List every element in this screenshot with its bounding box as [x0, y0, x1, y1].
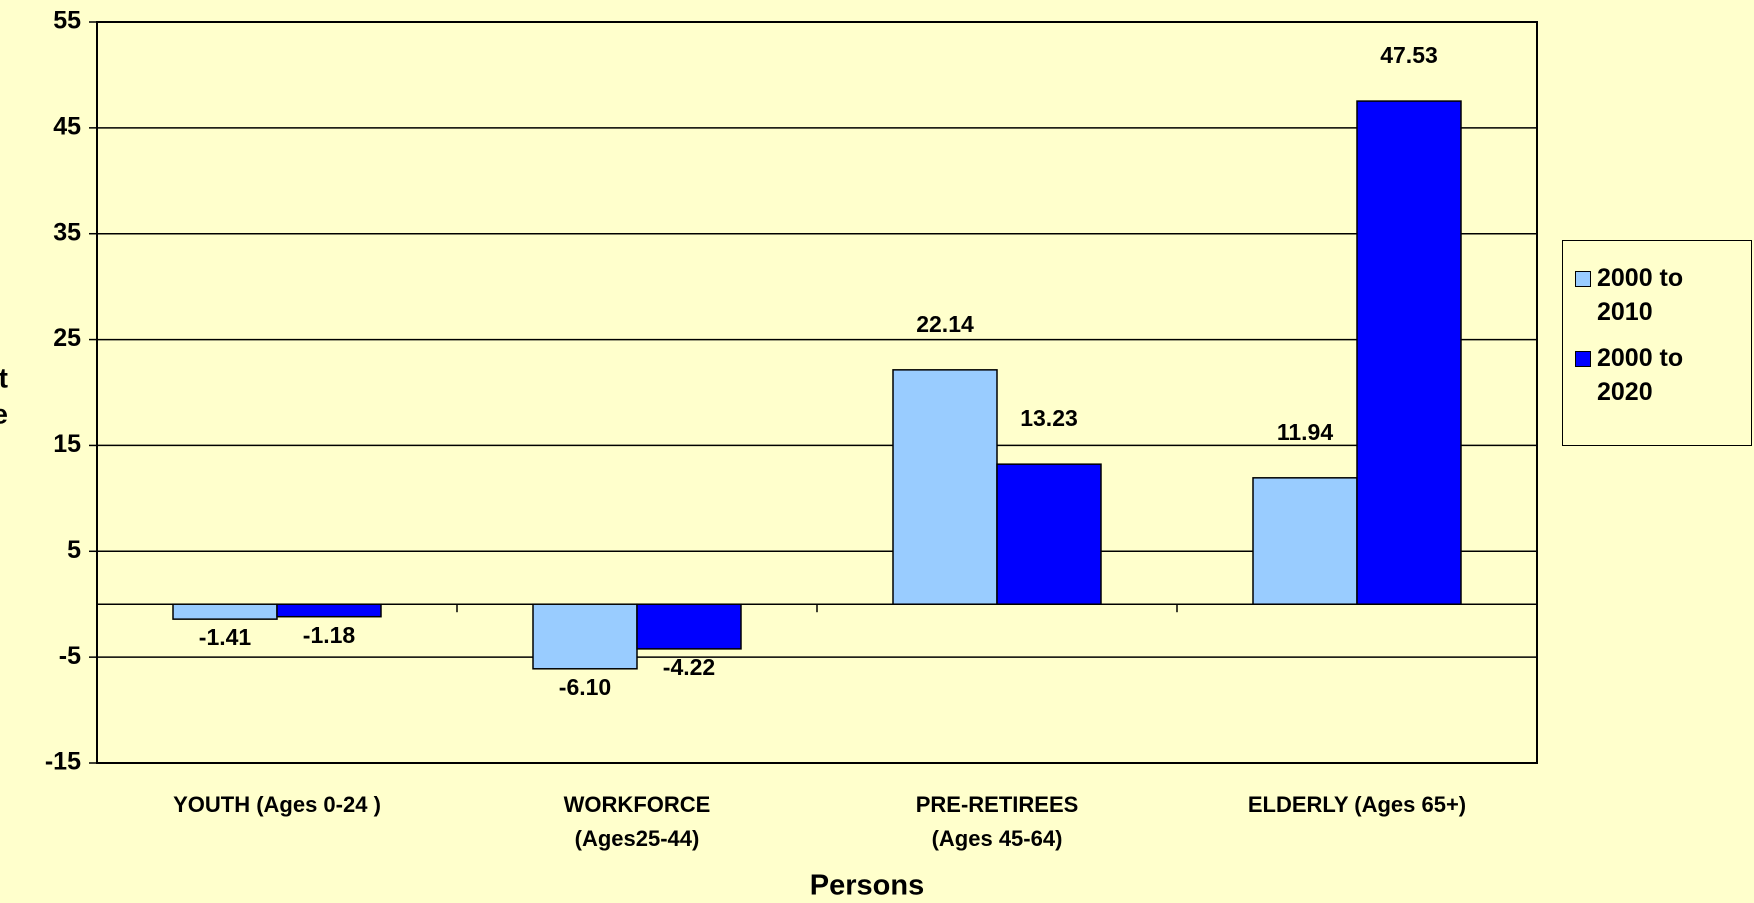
legend-label: 2000 to 2010 [1597, 264, 1684, 326]
plot-area [96, 21, 1538, 764]
x-tick-label: WORKFORCE [564, 792, 711, 817]
y-axis-label: e [0, 398, 8, 429]
legend-item: 2000 to 2010 [1575, 261, 1751, 329]
y-axis-label: t [0, 362, 8, 393]
y-tick-label: 25 [53, 324, 81, 352]
bar [996, 463, 1102, 605]
value-label: -1.18 [303, 622, 356, 648]
legend-label: 2000 to 2020 [1597, 344, 1684, 406]
bar [532, 603, 638, 670]
y-tick-label: -15 [45, 748, 81, 776]
x-tick-label: YOUTH (Ages 0-24 ) [173, 792, 381, 817]
legend: 2000 to 2010 2000 to 2020 [1562, 240, 1752, 446]
value-label: 22.14 [916, 311, 974, 337]
bar [1356, 100, 1462, 605]
value-label: -1.41 [199, 624, 252, 650]
x-tick-label: PRE-RETIREES [916, 792, 1079, 817]
value-label: 47.53 [1380, 42, 1438, 68]
y-tick-label: 45 [53, 112, 81, 140]
value-label: -6.10 [559, 674, 611, 700]
x-axis-label: Persons [810, 870, 924, 902]
legend-swatch [1575, 351, 1591, 367]
y-tick-label: 5 [67, 536, 81, 564]
legend-item: 2000 to 2020 [1575, 341, 1751, 409]
x-tick-label: (Ages 45-64) [932, 826, 1063, 851]
x-tick-label: ELDERLY (Ages 65+) [1248, 792, 1466, 817]
y-tick-label: 15 [53, 430, 81, 458]
bar [636, 603, 742, 650]
y-tick-label: 55 [53, 7, 81, 35]
value-label: 13.23 [1020, 405, 1078, 431]
x-tick-label: (Ages25-44) [575, 826, 700, 851]
y-tick-label: 35 [53, 218, 81, 246]
bar [276, 603, 382, 618]
y-tick-label: -5 [59, 642, 81, 670]
bar [892, 369, 998, 605]
legend-swatch [1575, 271, 1591, 287]
value-label: 11.94 [1277, 419, 1333, 445]
bar [1252, 477, 1358, 605]
bar [172, 603, 278, 620]
value-label: -4.22 [663, 654, 715, 680]
